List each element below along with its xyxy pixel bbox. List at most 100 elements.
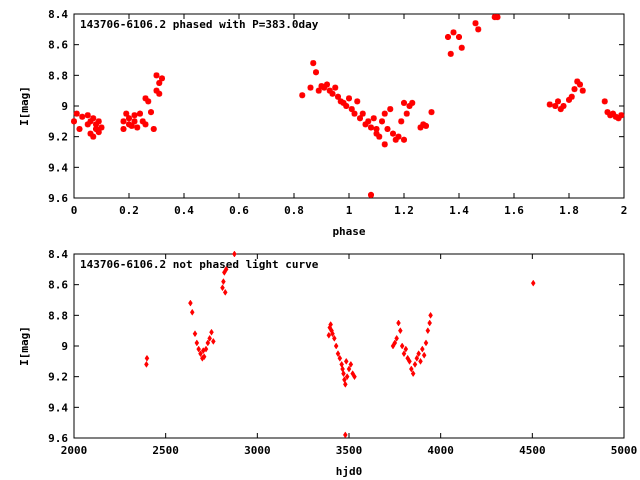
- x-tick-label: 3500: [336, 444, 363, 457]
- data-point: [472, 20, 479, 27]
- data-point: [428, 109, 435, 116]
- data-point: [395, 133, 402, 140]
- data-point: [475, 26, 482, 33]
- data-point: [221, 278, 226, 286]
- data-point: [373, 126, 380, 132]
- data-point: [159, 75, 165, 82]
- data-points: [144, 250, 536, 439]
- data-point: [223, 265, 229, 273]
- data-point: [610, 110, 616, 117]
- data-point: [423, 122, 429, 129]
- data-point: [574, 78, 581, 85]
- x-tick-label: 3000: [244, 444, 271, 457]
- data-point: [144, 354, 150, 362]
- data-point: [346, 95, 352, 102]
- data-point: [450, 29, 457, 36]
- data-point: [145, 98, 152, 105]
- y-tick-label: 9.4: [48, 401, 68, 414]
- data-point: [381, 141, 388, 148]
- data-point: [134, 124, 141, 131]
- data-point: [494, 14, 501, 21]
- data-point: [546, 101, 553, 108]
- data-point: [618, 112, 625, 119]
- data-point: [409, 365, 414, 373]
- y-tick-label: 8.6: [48, 279, 68, 292]
- data-point: [156, 90, 163, 97]
- data-point: [401, 99, 407, 106]
- data-point: [123, 110, 130, 117]
- axis-ticks: 0 0.2 0.4 0.6 0.8 1 1.2 1.4 1.6 1.8 2 8.4 8.6 8.8 9 9.2…: [48, 8, 627, 217]
- data-point: [326, 331, 332, 339]
- data-point: [348, 360, 354, 368]
- data-point: [458, 44, 465, 51]
- data-point: [95, 118, 102, 125]
- data-point: [343, 431, 348, 439]
- y-tick-label: 8.4: [48, 8, 68, 21]
- data-point: [324, 81, 330, 88]
- data-point: [335, 350, 341, 358]
- data-point: [131, 112, 138, 119]
- data-point: [420, 345, 425, 353]
- data-point: [387, 106, 394, 113]
- y-tick-label: 9.2: [48, 371, 68, 384]
- data-point: [156, 80, 163, 86]
- data-point: [131, 118, 138, 125]
- data-point: [341, 370, 346, 378]
- data-point: [198, 350, 203, 358]
- data-point: [120, 126, 127, 132]
- data-point: [384, 126, 391, 132]
- data-point: [403, 110, 410, 117]
- plot-title: 143706-6106.2 not phased light curve: [80, 258, 319, 271]
- data-point: [126, 115, 132, 122]
- data-point: [447, 50, 454, 57]
- data-point: [365, 118, 372, 125]
- data-point: [352, 373, 357, 381]
- data-point: [357, 115, 363, 122]
- data-point: [530, 279, 536, 287]
- data-points: [71, 14, 625, 198]
- data-point: [201, 353, 207, 361]
- data-point: [220, 284, 225, 292]
- data-point: [120, 118, 127, 125]
- data-point: [150, 126, 157, 132]
- x-tick-label: 0.8: [284, 204, 304, 217]
- data-point: [412, 360, 418, 368]
- x-tick-label: 0.6: [229, 204, 249, 217]
- data-point: [203, 345, 209, 353]
- data-point: [87, 118, 94, 125]
- y-axis-label: I[mag]: [18, 326, 31, 366]
- data-point: [73, 110, 80, 117]
- x-axis-label: phase: [332, 225, 365, 238]
- y-tick-label: 8.6: [48, 39, 68, 52]
- data-point: [571, 86, 578, 93]
- data-point: [343, 103, 350, 109]
- data-point: [427, 319, 432, 327]
- plot-title: 143706-6106.2 phased with P=383.0day: [80, 18, 319, 31]
- data-point: [379, 118, 385, 125]
- data-point: [313, 69, 319, 76]
- y-tick-label: 9: [61, 100, 68, 113]
- data-point: [79, 113, 86, 120]
- data-point: [192, 330, 198, 338]
- data-point: [148, 109, 154, 116]
- data-point: [232, 250, 237, 258]
- data-point: [376, 133, 383, 140]
- data-point: [90, 115, 97, 122]
- data-point: [392, 136, 399, 143]
- data-point: [577, 81, 583, 88]
- data-point: [128, 122, 135, 129]
- data-point: [552, 103, 559, 109]
- data-point: [332, 334, 337, 342]
- data-point: [307, 84, 314, 91]
- data-point: [401, 136, 407, 143]
- data-point: [368, 124, 374, 131]
- data-point: [335, 93, 341, 100]
- x-tick-label: 1.6: [504, 204, 524, 217]
- data-point: [84, 121, 91, 128]
- data-point: [211, 337, 216, 345]
- data-point: [381, 110, 388, 117]
- data-point: [568, 93, 575, 100]
- data-point: [337, 354, 343, 362]
- data-point: [557, 106, 564, 113]
- data-point: [207, 334, 212, 342]
